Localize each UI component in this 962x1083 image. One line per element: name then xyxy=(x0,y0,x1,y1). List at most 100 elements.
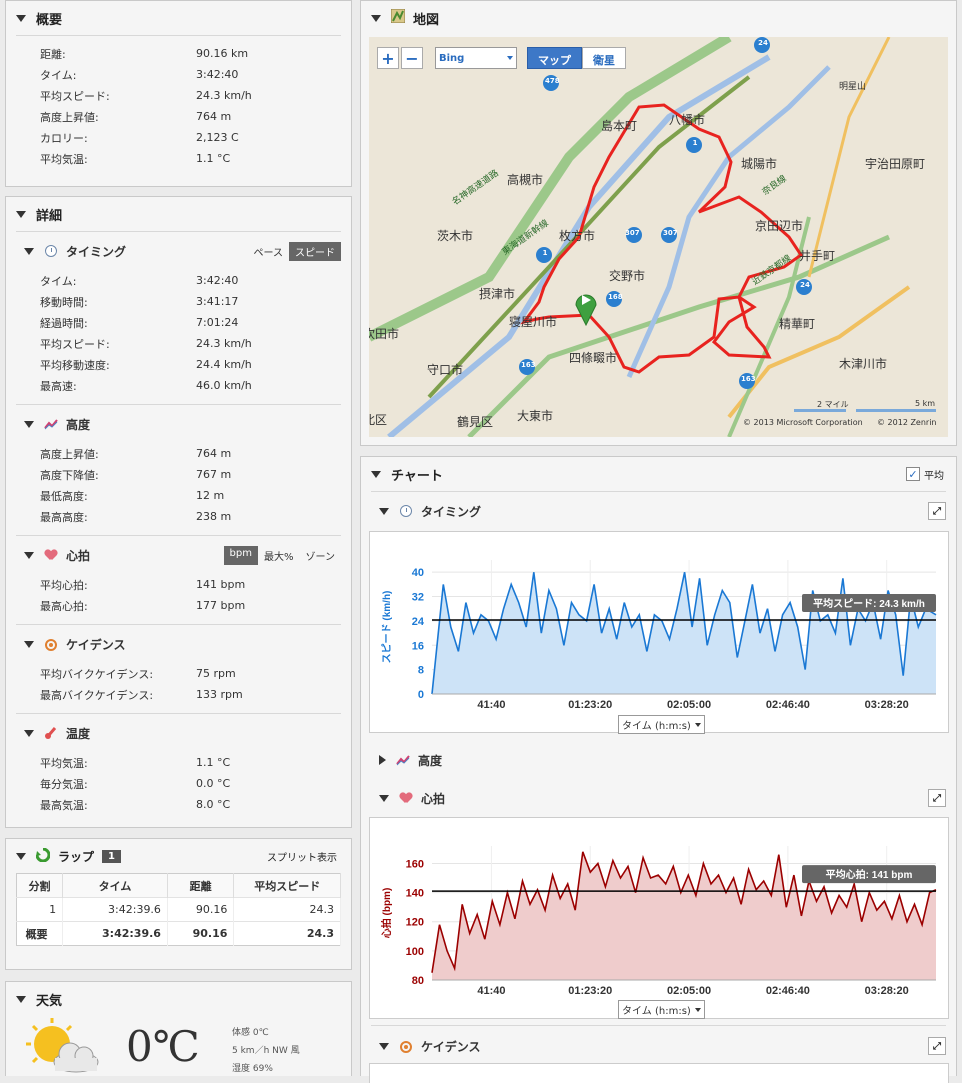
stat-label: 最低高度: xyxy=(40,489,88,503)
hr-chart-header[interactable]: 心拍 ⤢ xyxy=(361,779,956,817)
elevation-section-header[interactable]: 高度 xyxy=(6,405,351,443)
collapse-icon[interactable] xyxy=(371,470,381,478)
collapse-icon[interactable] xyxy=(379,507,389,515)
timing-chart-header[interactable]: タイミング ⤢ xyxy=(361,492,956,530)
collapse-icon[interactable] xyxy=(24,551,34,559)
feels-like: 体感 0℃ xyxy=(232,1028,269,1038)
collapse-icon[interactable] xyxy=(24,640,34,648)
elevation-icon xyxy=(396,753,410,767)
timing-section-header[interactable]: タイミング ペース スピード xyxy=(6,232,351,270)
weather-header[interactable]: 天気 xyxy=(6,982,351,1016)
stat-row: 経過時間: 7:01:24 xyxy=(16,312,341,333)
hr-x-axis-select[interactable]: タイム (h:m:s) xyxy=(618,1000,705,1019)
stat-value: 7:01:24 xyxy=(196,316,239,329)
y-tick-label: 24 xyxy=(412,616,425,628)
speed-x-axis-select[interactable]: タイム (h:m:s) xyxy=(618,715,705,734)
expand-section-icon[interactable] xyxy=(379,755,386,765)
col-header-distance[interactable]: 距離 xyxy=(167,873,235,898)
stat-row: 平均バイクケイデンス: 75 rpm xyxy=(16,663,341,684)
charts-header[interactable]: チャート ✓ 平均 xyxy=(361,457,956,491)
cadence-rows: 平均バイクケイデンス: 75 rpm 最高バイクケイデンス: 133 rpm xyxy=(6,663,351,705)
stat-value: 2,123 C xyxy=(196,131,239,144)
expand-icon[interactable]: ⤢ xyxy=(928,1037,946,1055)
hr-section-header[interactable]: 心拍 bpm 最大% ゾーン xyxy=(6,536,351,574)
map-view-button[interactable]: マップ xyxy=(527,47,582,69)
cadence-chart-header[interactable]: ケイデンス ⤢ xyxy=(361,1027,956,1065)
table-cell: 24.3 xyxy=(233,897,341,922)
col-header-split[interactable]: 分割 xyxy=(16,873,64,898)
detail-header[interactable]: 詳細 xyxy=(6,197,351,231)
road-number-label: 478 xyxy=(545,77,560,85)
expand-icon[interactable]: ⤢ xyxy=(928,502,946,520)
collapse-icon[interactable] xyxy=(24,420,34,428)
table-cell: 24.3 xyxy=(233,921,341,946)
cadence-chart-title: ケイデンス xyxy=(421,1039,481,1054)
temperature-title: 温度 xyxy=(66,726,91,741)
chevron-down-icon xyxy=(694,722,701,727)
road-number-label: 1 xyxy=(542,249,548,257)
max-percent-toggle-button[interactable]: 最大% xyxy=(263,552,294,563)
stat-value: 1.1 °C xyxy=(196,756,231,769)
table-cell: 概要 xyxy=(16,921,64,946)
zoom-in-button[interactable]: + xyxy=(377,47,399,69)
average-annotation: 平均心拍: 141 bpm xyxy=(826,868,913,881)
zone-toggle-button[interactable]: ゾーン xyxy=(305,552,336,563)
collapse-icon[interactable] xyxy=(16,210,26,218)
col-header-time[interactable]: タイム xyxy=(62,873,168,898)
collapse-icon[interactable] xyxy=(371,14,381,22)
series-area xyxy=(432,572,936,694)
average-checkbox[interactable]: ✓ xyxy=(906,467,920,481)
route-map[interactable]: 島本町 八幡市 城陽市 宇治田原町 高槻市 京田辺市 井手町 茨木市 枚方市 交野市 摂津市 寝屋川市… xyxy=(369,37,948,437)
bpm-toggle-button[interactable]: bpm xyxy=(223,546,258,565)
clock-icon xyxy=(399,504,413,518)
stat-row: 最高気温: 8.0 °C xyxy=(16,794,341,815)
x-tick-label: 02:46:40 xyxy=(766,985,810,997)
collapse-icon[interactable] xyxy=(16,852,26,860)
map-place-label: 明星山 xyxy=(839,82,867,92)
col-header-avg-speed[interactable]: 平均スピード xyxy=(233,873,341,898)
lap-icon xyxy=(35,847,51,865)
table-cell: 90.16 xyxy=(167,921,235,946)
elevation-chart-header[interactable]: 高度 xyxy=(361,741,956,779)
map-place-label: 寝屋川市 xyxy=(509,315,558,329)
laps-header[interactable]: ラップ 1 スプリット表示 xyxy=(6,839,351,873)
collapse-icon[interactable] xyxy=(16,14,26,22)
map-place-label: 摂津市 xyxy=(479,287,516,301)
split-view-link[interactable]: スプリット表示 xyxy=(267,852,337,864)
y-tick-label: 40 xyxy=(412,567,424,579)
table-row[interactable]: 1 3:42:39.6 90.16 24.3 xyxy=(16,897,341,922)
stat-value: 75 rpm xyxy=(196,667,236,680)
stat-label: タイム: xyxy=(40,274,77,288)
road-number-label: 1 xyxy=(692,139,698,147)
collapse-icon[interactable] xyxy=(24,247,34,255)
map-icon xyxy=(390,8,406,27)
temperature-section-header[interactable]: 温度 xyxy=(6,714,351,752)
stat-label: 最高高度: xyxy=(40,510,88,524)
map-header[interactable]: 地図 xyxy=(361,1,956,35)
laps-title: ラップ xyxy=(58,849,95,864)
collapse-icon[interactable] xyxy=(379,1042,389,1050)
satellite-view-button[interactable]: 衛星 xyxy=(582,47,626,69)
stat-row: 最高バイクケイデンス: 133 rpm xyxy=(16,684,341,705)
chevron-down-icon xyxy=(507,56,513,60)
y-tick-label: 0 xyxy=(418,689,424,701)
cadence-section-header[interactable]: ケイデンス xyxy=(6,625,351,663)
collapse-icon[interactable] xyxy=(24,729,34,737)
expand-icon[interactable]: ⤢ xyxy=(928,789,946,807)
stat-label: 平均心拍: xyxy=(40,578,88,592)
map-provider-select[interactable]: Bing xyxy=(435,47,517,69)
summary-header[interactable]: 概要 xyxy=(6,1,351,35)
stat-label: 平均スピード: xyxy=(40,89,110,103)
pace-toggle-button[interactable]: ペース xyxy=(253,248,284,259)
heart-icon xyxy=(44,548,58,562)
laps-panel: ラップ 1 スプリット表示 分割 タイム 距離 平均スピード 1 3:42:39… xyxy=(5,838,352,970)
average-toggle[interactable]: ✓ 平均 xyxy=(906,467,944,482)
map-place-label: 大東市 xyxy=(517,409,554,423)
stat-value: 177 bpm xyxy=(196,599,246,612)
map-place-label: 四條畷市 xyxy=(569,351,618,365)
speed-toggle-button[interactable]: スピード xyxy=(289,242,341,261)
charts-title: チャート xyxy=(391,468,443,484)
zoom-out-button[interactable]: − xyxy=(401,47,423,69)
collapse-icon[interactable] xyxy=(379,794,389,802)
collapse-icon[interactable] xyxy=(16,995,26,1003)
